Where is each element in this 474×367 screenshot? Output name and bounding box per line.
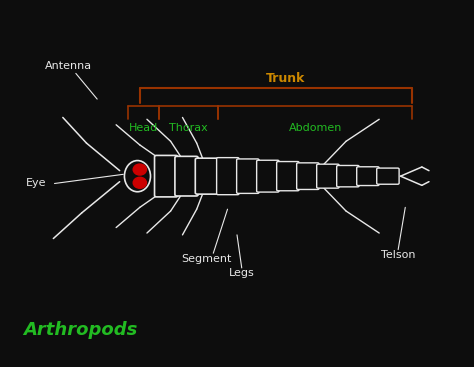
FancyBboxPatch shape bbox=[256, 160, 279, 192]
FancyBboxPatch shape bbox=[377, 168, 399, 184]
Text: Trunk: Trunk bbox=[266, 72, 305, 86]
FancyBboxPatch shape bbox=[237, 159, 259, 193]
Text: Abdomen: Abdomen bbox=[289, 123, 342, 134]
Text: Arthropods: Arthropods bbox=[23, 321, 138, 339]
Text: Telson: Telson bbox=[381, 250, 415, 260]
Ellipse shape bbox=[124, 161, 150, 192]
FancyBboxPatch shape bbox=[297, 163, 319, 189]
Text: Thorax: Thorax bbox=[169, 123, 208, 134]
Ellipse shape bbox=[133, 164, 146, 175]
FancyBboxPatch shape bbox=[217, 158, 239, 195]
FancyBboxPatch shape bbox=[155, 156, 178, 197]
Ellipse shape bbox=[133, 177, 146, 188]
FancyBboxPatch shape bbox=[277, 161, 299, 191]
Text: Antenna: Antenna bbox=[45, 61, 92, 71]
FancyBboxPatch shape bbox=[337, 166, 359, 187]
FancyBboxPatch shape bbox=[195, 158, 219, 194]
FancyBboxPatch shape bbox=[357, 167, 379, 186]
Text: Head: Head bbox=[129, 123, 158, 134]
Text: Eye: Eye bbox=[26, 178, 46, 189]
FancyBboxPatch shape bbox=[175, 156, 198, 196]
FancyBboxPatch shape bbox=[317, 164, 339, 188]
Text: Legs: Legs bbox=[229, 268, 255, 279]
Text: Segment: Segment bbox=[181, 254, 231, 264]
